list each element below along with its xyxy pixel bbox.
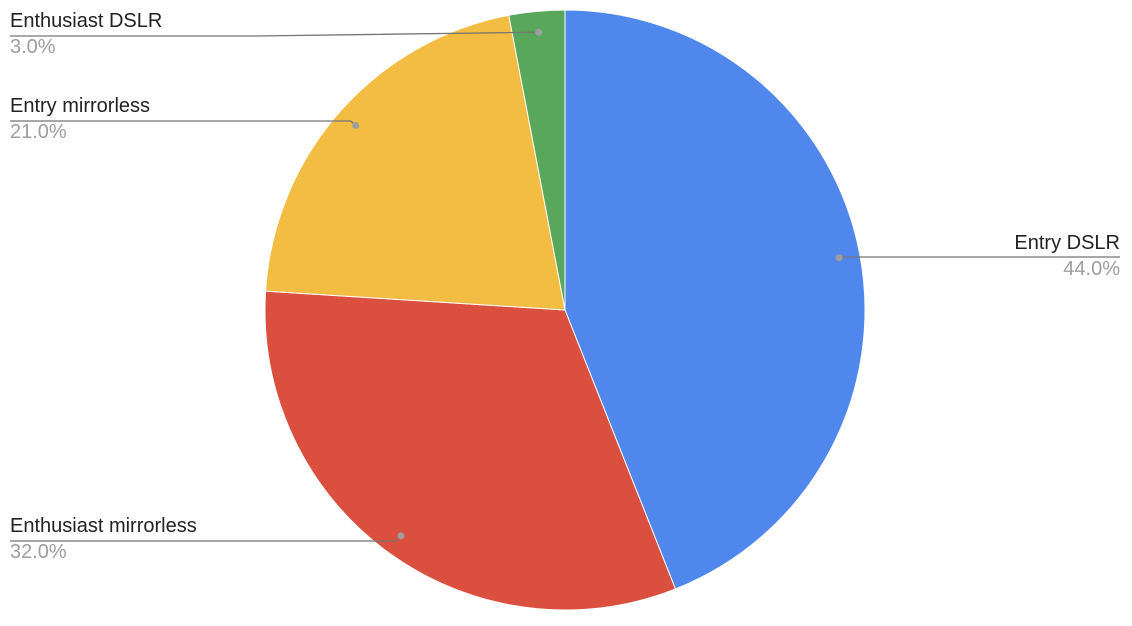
slice-label: Enthusiast mirrorless: [10, 515, 197, 537]
leader-dot: [535, 28, 543, 36]
pie-slice-enthusiast-dslr: [508, 9, 566, 311]
leader-dot: [835, 254, 843, 262]
slice-percentage: 32.0%: [10, 541, 67, 563]
slice-percentage: 21.0%: [10, 121, 67, 143]
slice-percentage: 44.0%: [1063, 258, 1120, 280]
slice-label: Enthusiast DSLR: [10, 10, 162, 32]
pie-slice-entry-mirrorless: [265, 14, 566, 311]
leader-line: [10, 31, 539, 37]
slice-label: Entry DSLR: [1014, 232, 1120, 254]
pie-slice-enthusiast-mirrorless: [264, 290, 677, 611]
pie-slice-entry-dslr: [564, 9, 866, 590]
leader-dot: [397, 532, 405, 540]
slice-percentage: 3.0%: [10, 36, 56, 58]
leader-dot: [352, 121, 360, 129]
slice-label: Entry mirrorless: [10, 95, 150, 117]
